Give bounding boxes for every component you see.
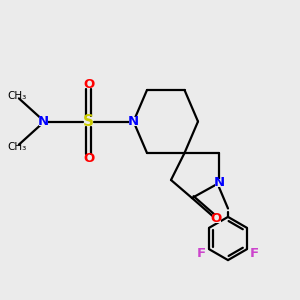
Text: N: N (213, 176, 225, 190)
Bar (212, 215, 220, 223)
Bar (197, 250, 206, 257)
Text: N: N (38, 115, 49, 128)
Text: F: F (197, 247, 206, 260)
Bar (214, 179, 224, 187)
Bar (250, 250, 259, 257)
Bar (129, 117, 138, 126)
Bar (84, 117, 93, 126)
Text: CH₃: CH₃ (7, 142, 26, 152)
Text: F: F (250, 247, 259, 260)
Text: N: N (128, 115, 139, 128)
Text: CH₃: CH₃ (7, 91, 26, 101)
Text: O: O (83, 77, 94, 91)
Text: S: S (83, 114, 94, 129)
Text: O: O (210, 212, 222, 226)
Text: O: O (83, 152, 94, 166)
Bar (84, 155, 93, 163)
Bar (84, 80, 93, 88)
Bar (39, 117, 48, 126)
